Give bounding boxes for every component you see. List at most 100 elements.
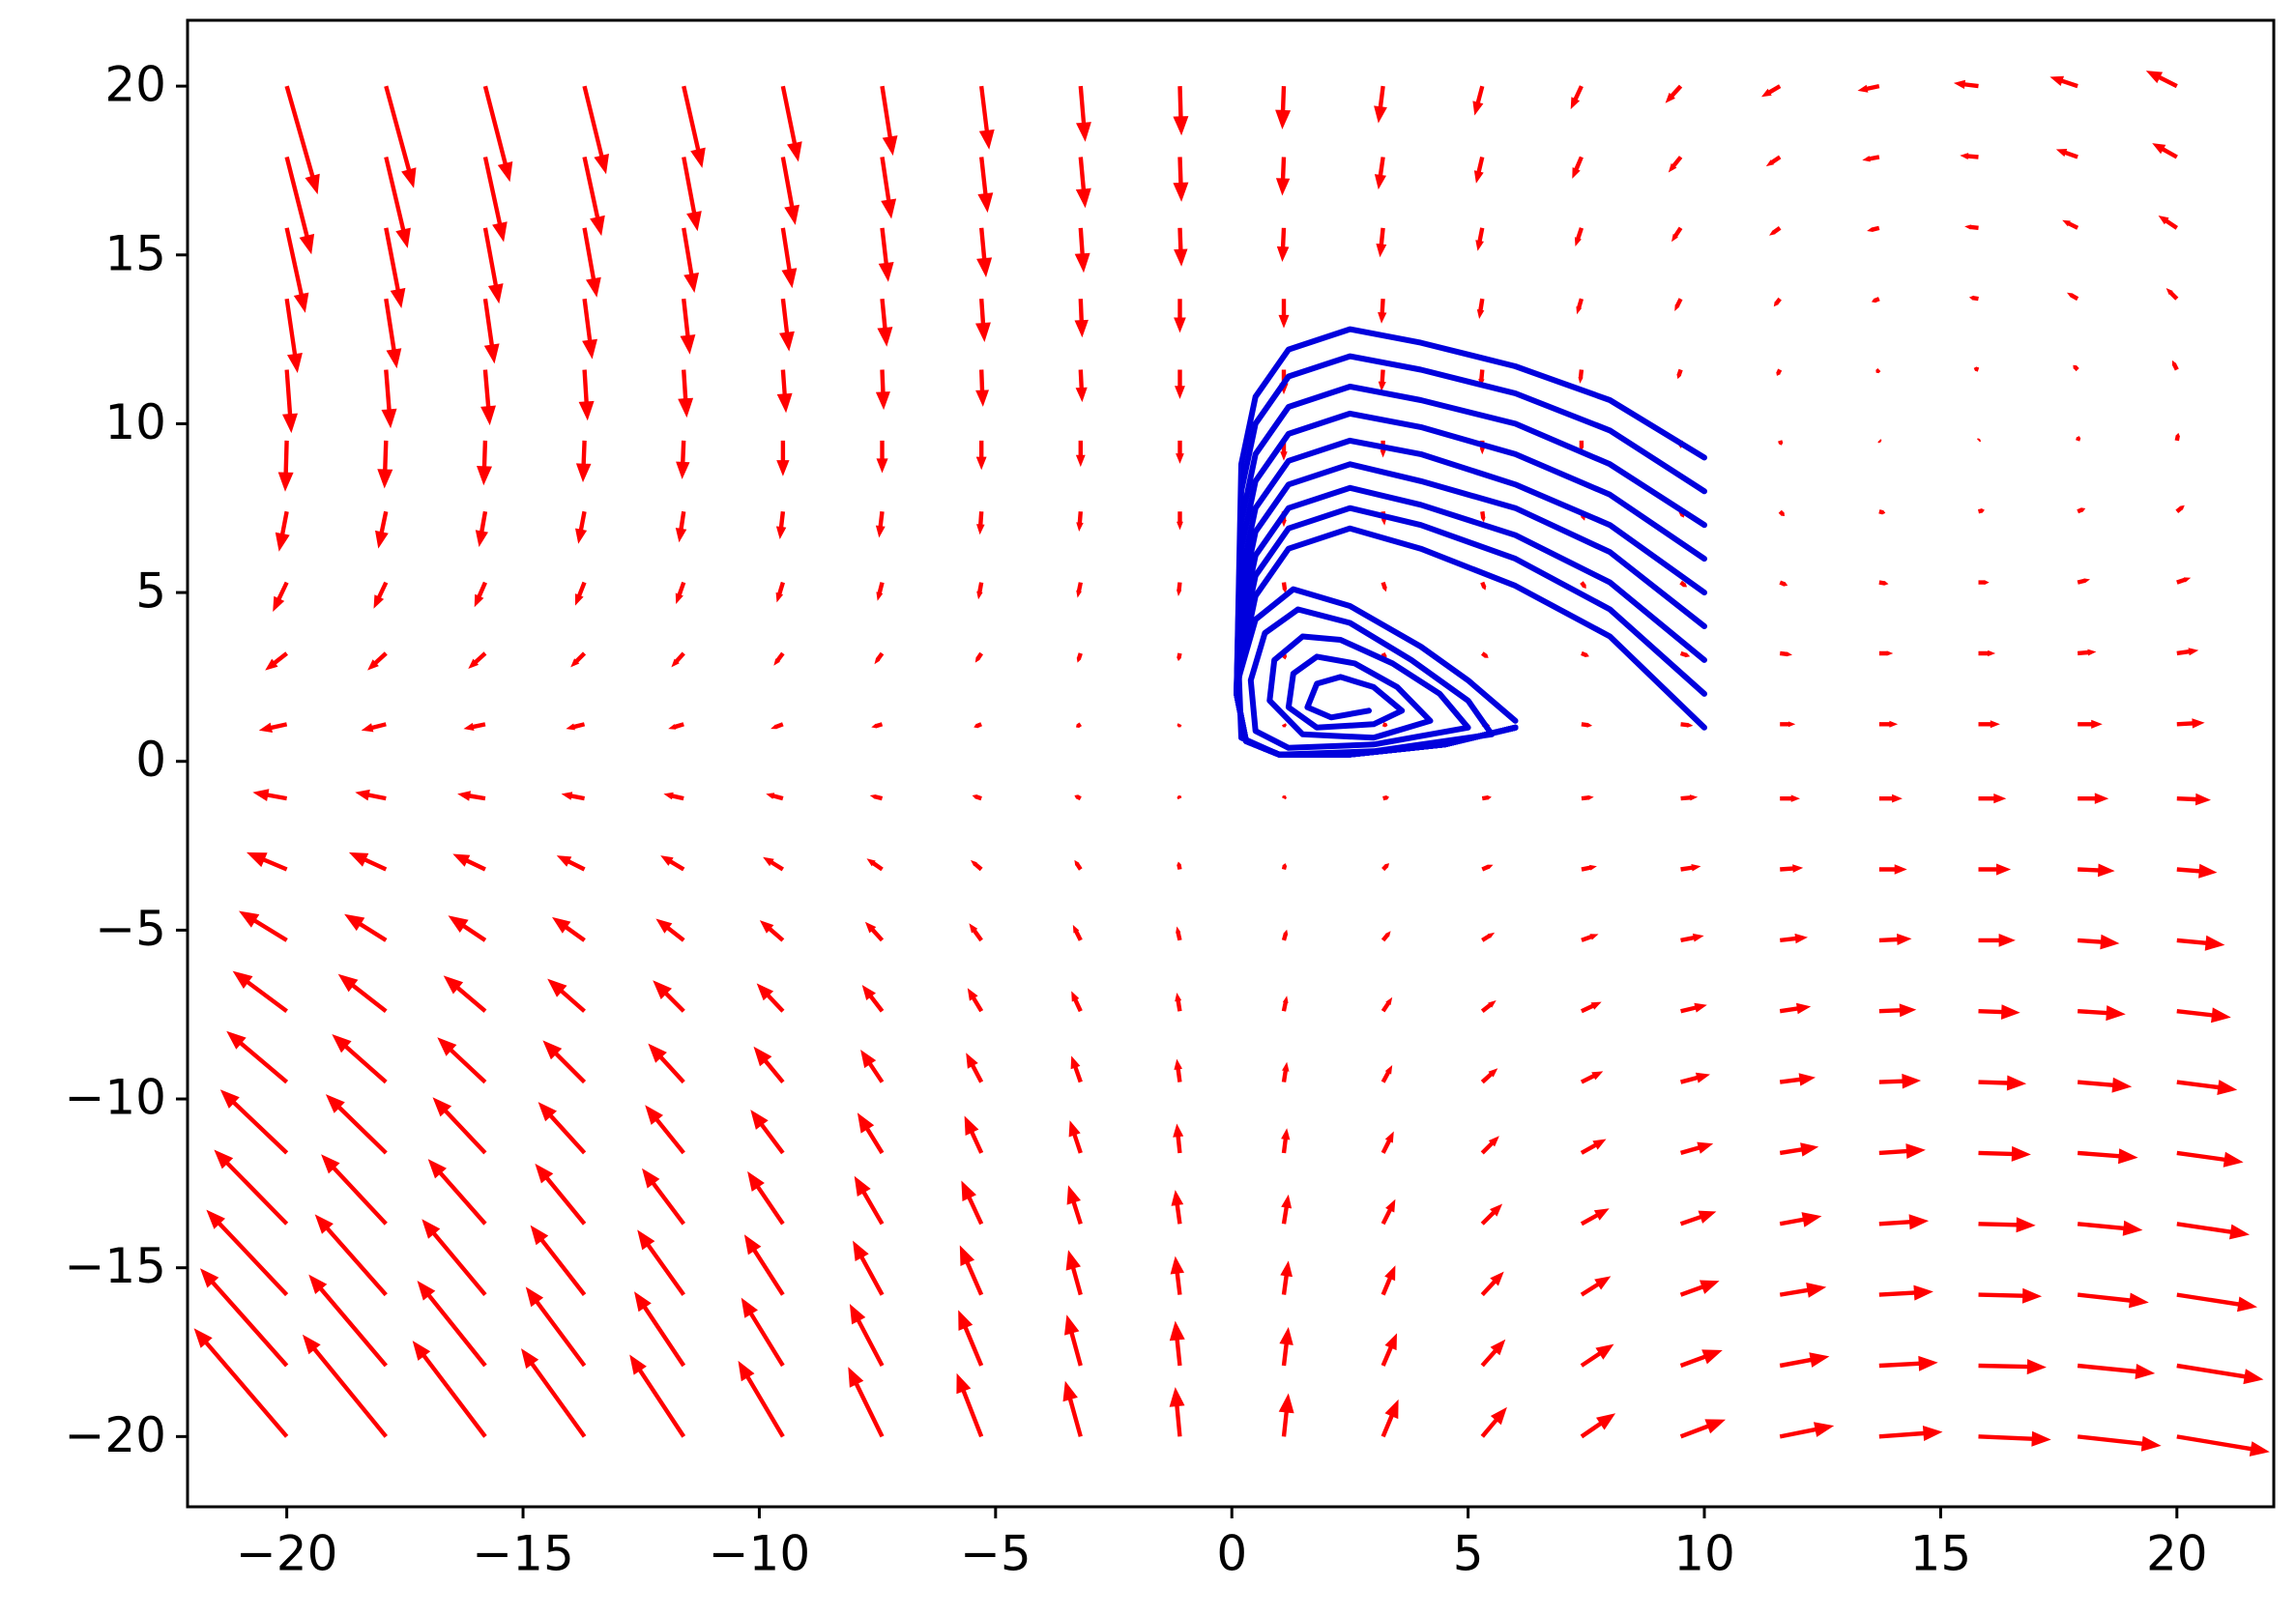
arrow-shape	[1679, 650, 1691, 658]
arrow-shape	[2176, 718, 2205, 729]
arrow	[193, 1328, 289, 1438]
arrow	[967, 988, 984, 1013]
arrow-shape	[2078, 1077, 2133, 1093]
arrow	[1481, 794, 1492, 801]
arrow	[1070, 1055, 1083, 1083]
arrow	[1779, 1212, 1822, 1227]
arrow	[377, 440, 393, 489]
arrow	[1075, 369, 1088, 403]
arrow-shape	[1578, 369, 1584, 384]
arrow-shape	[1177, 511, 1183, 531]
arrow	[682, 227, 699, 293]
arrow	[1978, 1430, 2051, 1447]
arrow-shape	[1665, 84, 1683, 103]
arrow	[857, 1112, 885, 1155]
arrow	[2176, 1080, 2238, 1095]
x-tick-label: 0	[1216, 1526, 1247, 1582]
arrow-shape	[747, 1170, 785, 1226]
arrow-shape	[412, 1341, 487, 1438]
arrow	[252, 789, 287, 801]
arrow	[2078, 934, 2120, 950]
arrow	[1074, 794, 1082, 801]
arrow-shape	[1074, 299, 1089, 338]
x-tick-label: −20	[236, 1526, 338, 1582]
arrow-shape	[1071, 991, 1083, 1013]
arrow-shape	[535, 1163, 587, 1226]
arrow	[561, 792, 585, 801]
arrow	[1960, 153, 1979, 159]
arrow-shape	[1581, 1001, 1602, 1014]
arrow-shape	[775, 581, 785, 603]
x-tick-label: −5	[960, 1526, 1032, 1582]
arrow	[1578, 369, 1584, 384]
arrow	[284, 85, 320, 195]
arrow	[2076, 436, 2081, 442]
arrow-shape	[1862, 155, 1880, 162]
arrow-shape	[1376, 227, 1387, 258]
arrow	[575, 440, 592, 483]
arrow	[1381, 1333, 1397, 1367]
arrow-shape	[1779, 1283, 1827, 1298]
arrow	[1169, 1387, 1185, 1437]
arrow-shape	[1574, 227, 1584, 246]
arrow-shape	[773, 651, 785, 666]
arrow-shape	[542, 1040, 587, 1084]
arrow-shape	[1978, 934, 2016, 947]
arrow-shape	[284, 298, 303, 373]
arrow-shape	[738, 1360, 785, 1438]
arrow	[381, 369, 397, 429]
y-tick-label: −15	[64, 1238, 166, 1294]
arrow	[1878, 1355, 1938, 1371]
arrow-shape	[1572, 156, 1584, 179]
arrow-shape	[1680, 864, 1701, 872]
x-tick-label: 20	[2146, 1526, 2208, 1582]
arrow-shape	[1076, 582, 1083, 598]
arrow-shape	[976, 511, 985, 535]
arrow	[1381, 1131, 1394, 1154]
arrow	[2176, 1363, 2264, 1385]
arrow	[1177, 723, 1182, 728]
arrow-shape	[1779, 1422, 1835, 1439]
arrow	[582, 157, 605, 237]
arrow-shape	[880, 85, 898, 157]
arrow-shape	[1282, 723, 1288, 728]
arrow-shape	[1076, 722, 1082, 729]
arrow	[763, 856, 784, 872]
arrow-shape	[1581, 722, 1593, 728]
arrow	[556, 855, 586, 872]
arrow-shape	[1173, 86, 1189, 136]
arrow	[2073, 364, 2079, 372]
arrow-shape	[265, 651, 288, 671]
arrow	[2077, 578, 2090, 585]
arrow	[214, 1149, 289, 1226]
arrow-shape	[959, 1245, 984, 1296]
arrow	[663, 792, 684, 801]
arrow-shape	[2176, 1007, 2231, 1024]
y-tick-label: −5	[95, 901, 166, 957]
arrow	[1674, 298, 1683, 311]
arrow	[1278, 1393, 1294, 1437]
arrow	[1374, 85, 1387, 124]
arrow-shape	[1281, 582, 1288, 593]
arrow-shape	[538, 1102, 587, 1155]
arrow	[258, 722, 288, 733]
arrow	[738, 1360, 785, 1438]
arrow-shape	[427, 1159, 487, 1226]
arrow-shape	[2078, 863, 2115, 878]
arrow	[1076, 511, 1084, 532]
y-tick-label: 15	[104, 225, 166, 281]
arrow	[578, 369, 595, 421]
arrow-shape	[1062, 1380, 1083, 1437]
arrow-shape	[1973, 366, 1980, 372]
arrow	[1779, 580, 1788, 587]
arrow	[2176, 1007, 2231, 1024]
arrow	[1978, 1359, 2047, 1375]
arrow-shape	[1878, 1214, 1930, 1230]
arrow-shape	[876, 582, 885, 601]
arrow	[1875, 368, 1881, 374]
arrow	[417, 1281, 487, 1368]
trajectory	[1235, 586, 1519, 758]
arrow	[1581, 1001, 1602, 1014]
arrow-shape	[655, 918, 685, 942]
arrow-shape	[561, 792, 585, 801]
